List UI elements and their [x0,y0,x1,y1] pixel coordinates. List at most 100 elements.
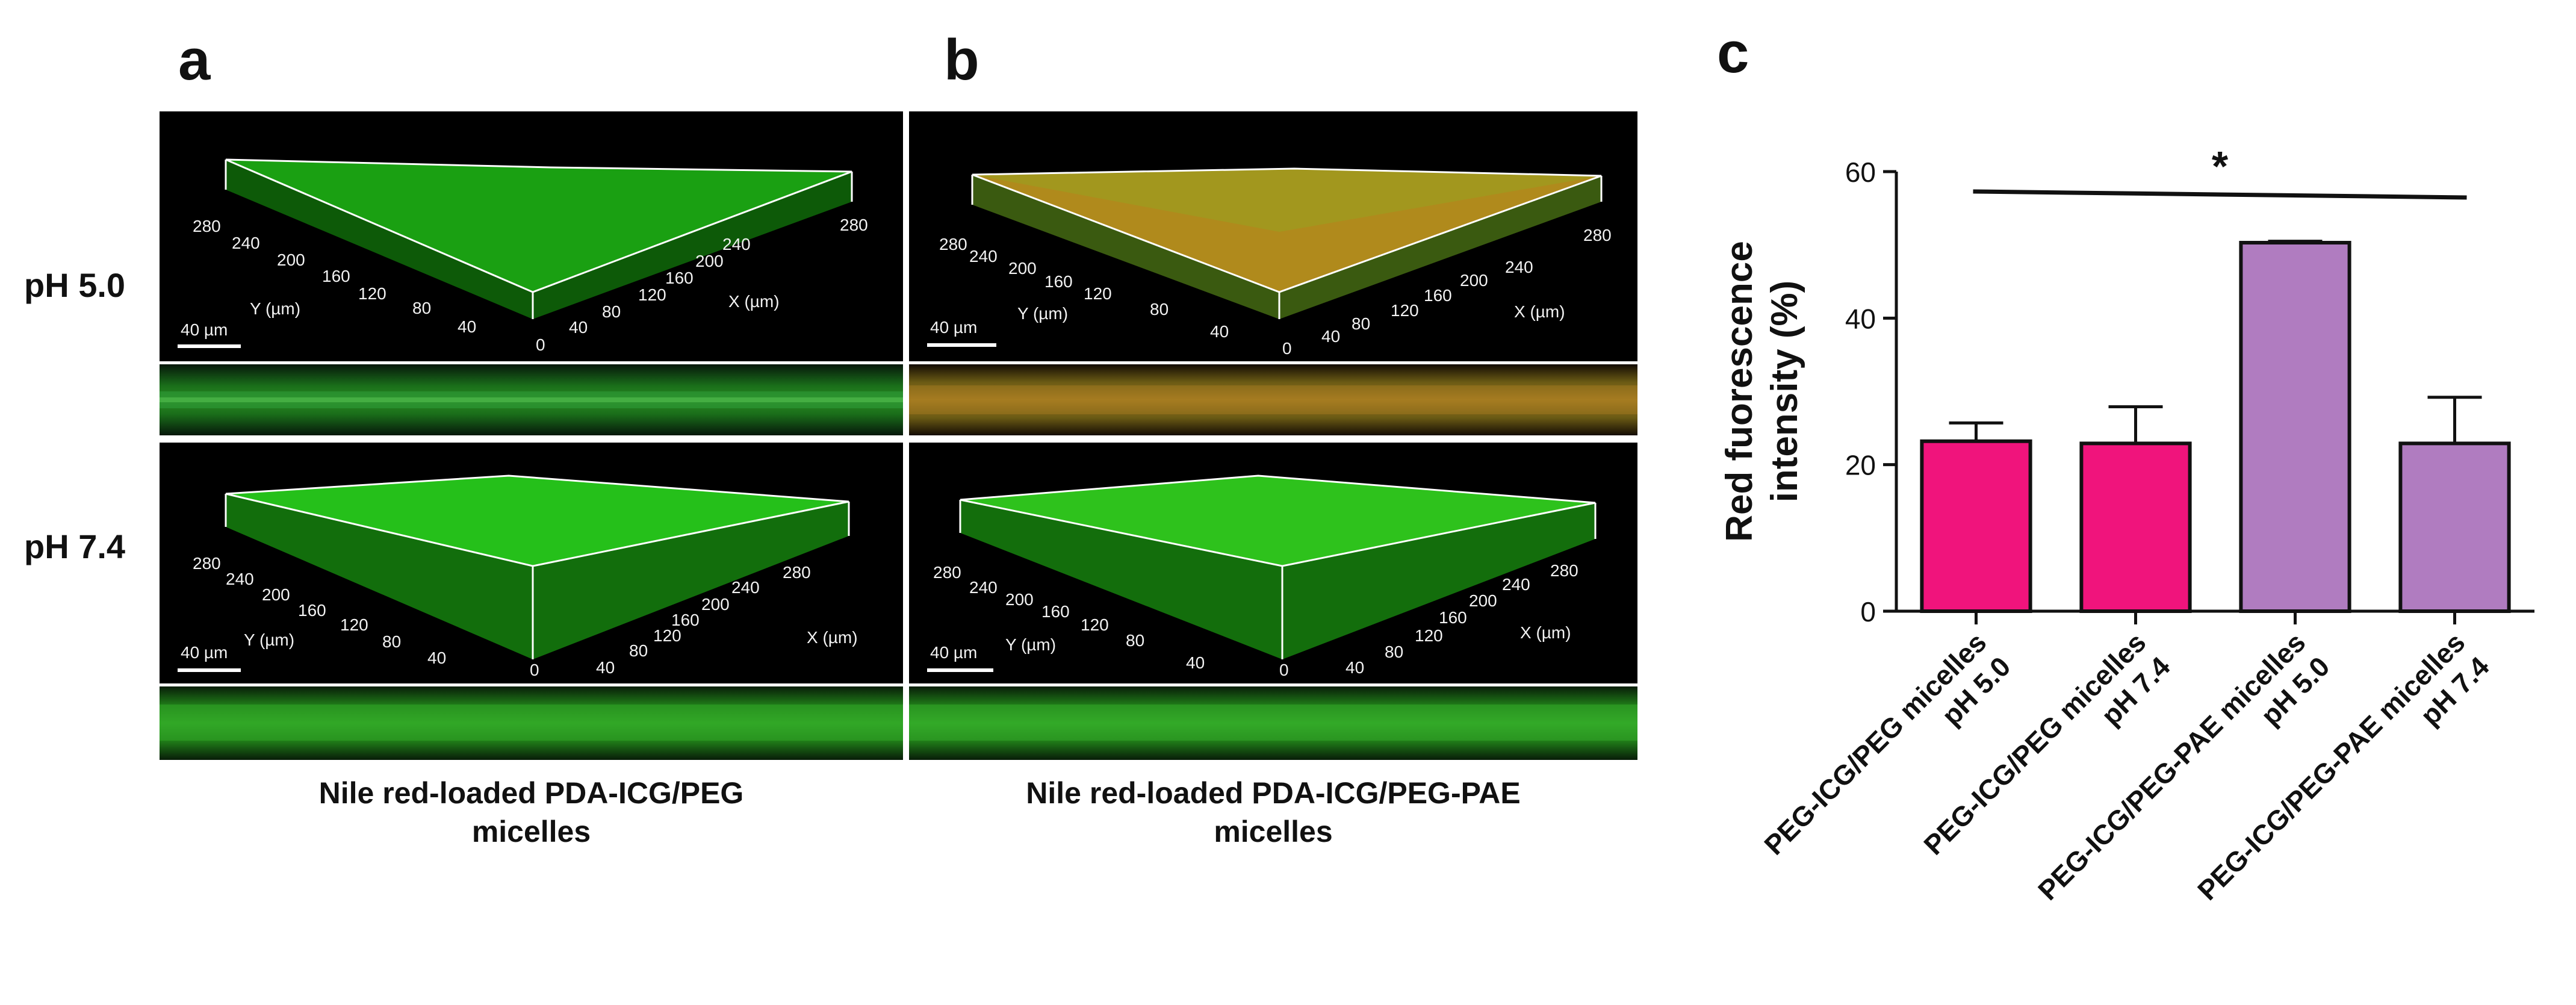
significance-marker: * [2212,143,2229,190]
cross-section-a-ph50 [160,364,903,435]
specimen-surface [226,476,849,566]
y-tick: 40 [458,317,476,336]
y-tick: 120 [358,284,386,303]
y-tick: 160 [1044,272,1073,291]
x-tick: 240 [1502,575,1530,594]
caption-a: Nile red-loaded PDA-ICG/PEG micelles [160,774,903,851]
x-axis-label: X (µm) [1520,623,1571,642]
x-tick: 200 [695,252,724,270]
y-axis-label: Y (µm) [1017,304,1068,323]
cross-section-b-ph74 [909,686,1637,760]
caption-b: Nile red-loaded PDA-ICG/PEG-PAE micelles [909,774,1637,851]
y-tick-label: 20 [1845,450,1876,481]
x-tick: 240 [731,578,760,597]
x-tick: 120 [653,626,681,645]
y-axis-label: Y (µm) [244,630,294,649]
y-tick-label: 60 [1845,157,1876,188]
x-tick: 280 [783,563,811,582]
x-tick: 160 [1424,286,1452,305]
caption-b-line1: Nile red-loaded PDA-ICG/PEG-PAE [1026,776,1521,810]
x-tick: 240 [722,235,751,254]
cross-section-a-ph74 [160,686,903,760]
caption-b-line2: micelles [1214,815,1333,848]
bar [2239,241,2351,613]
x-tick: 80 [1385,643,1403,661]
x-axis-label: X (µm) [728,292,780,311]
x-tick: 0 [536,335,545,354]
scale-bar-label: 40 µm [930,318,977,337]
y-tick: 240 [226,570,254,588]
x-tick: 200 [1469,591,1497,610]
y-axis-label: Y (µm) [1005,635,1056,654]
micrograph-a-ph50: 40 µm Y (µm) X (µm) 280 240 200 160 120 … [160,111,903,361]
x-tick: 240 [1505,258,1533,276]
y-tick: 40 [427,649,446,667]
micrograph-b-ph50: 40 µm Y (µm) X (µm) 280 240 200 160 120 … [909,111,1637,361]
scale-bar-label: 40 µm [181,320,228,339]
scale-bar-label: 40 µm [181,643,228,662]
x-tick: 200 [701,595,730,614]
y-tick: 120 [1081,615,1109,634]
micrograph-a-ph74: 40 µm Y (µm) X (µm) 280 240 200 160 120 … [160,443,903,683]
x-tick: 200 [1460,271,1488,290]
row-label-ph74: pH 7.4 [24,527,126,565]
y-tick: 80 [382,632,401,651]
caption-a-line2: micelles [471,815,591,848]
y-axis-label: Y (µm) [250,299,300,318]
x-axis-label: X (µm) [1514,302,1565,321]
x-tick: 0 [530,661,539,679]
y-tick: 200 [1008,259,1037,278]
y-tick: 240 [232,234,260,252]
x-tick: 0 [1282,339,1292,358]
y-tick-label: 40 [1845,303,1876,334]
x-tick: 80 [1352,314,1370,333]
x-axis-label: X (µm) [807,628,858,647]
x-tick: 120 [638,285,666,304]
specimen-surface [960,476,1595,566]
y-tick-label: 0 [1860,596,1876,627]
panel-label-b: b [944,28,979,92]
scale-bar-label: 40 µm [930,643,977,662]
y-tick: 120 [340,615,368,634]
x-tick: 280 [1550,561,1578,580]
y-tick: 200 [1005,590,1034,609]
x-tick: 80 [629,641,648,660]
row-label-ph50: pH 5.0 [24,266,126,304]
y-tick: 80 [1150,300,1169,319]
y-axis-label-line1: Red fuorescence [1719,241,1760,542]
micrograph-b-ph74: 40 µm Y (µm) X (µm) 280 240 200 160 120 … [909,443,1637,683]
x-tick: 120 [1415,626,1443,645]
x-tick: 160 [671,611,700,629]
y-tick: 160 [1041,602,1070,621]
x-tick: 80 [602,302,621,321]
bar [1920,439,2032,613]
y-tick: 280 [939,235,967,254]
cross-section-b-ph50 [909,364,1637,435]
x-tick: 40 [569,318,588,337]
y-tick: 280 [193,554,221,573]
specimen-surface [226,160,852,292]
y-tick: 280 [933,563,961,582]
panel-label-a: a [178,28,211,92]
x-tick: 160 [665,269,694,287]
y-tick: 80 [1126,631,1144,650]
x-tick: 120 [1391,301,1419,320]
bar [2398,441,2511,614]
x-tick: 160 [1439,608,1467,627]
bar [2079,441,2192,614]
x-tick: 280 [840,216,868,234]
y-tick: 40 [1186,653,1205,672]
y-tick: 160 [322,267,350,285]
y-tick: 240 [969,578,998,597]
y-axis-label-line2: intensity (%) [1764,281,1805,503]
caption-a-line1: Nile red-loaded PDA-ICG/PEG [318,776,744,810]
y-tick: 160 [298,601,326,620]
significance-line [1973,189,2467,200]
x-tick: 40 [1345,658,1364,677]
y-tick: 240 [969,247,998,266]
x-tick: 280 [1583,226,1612,244]
y-tick: 200 [277,250,305,269]
y-tick: 280 [193,217,221,235]
y-tick: 120 [1084,284,1112,303]
